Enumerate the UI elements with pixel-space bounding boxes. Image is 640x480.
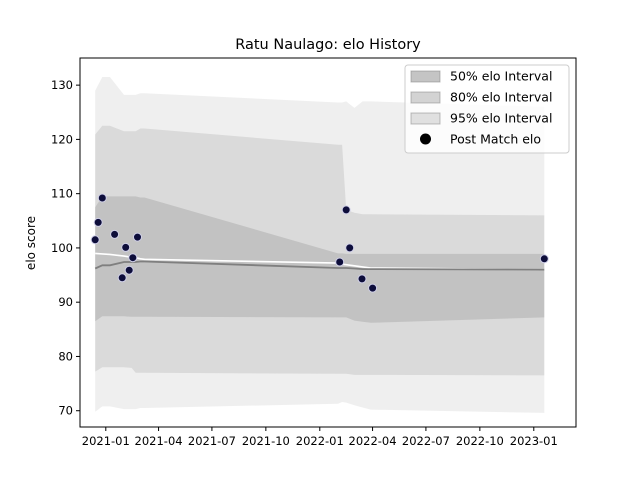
post-match-points xyxy=(90,193,549,293)
post-match-point xyxy=(341,205,351,215)
legend-swatch-band xyxy=(410,112,441,125)
post-match-point xyxy=(93,217,103,227)
x-axis: 2021-01 2021-04 2021-07 2021-10 2022-01 2022-… xyxy=(82,427,558,448)
x-tick-label: 2022-07 xyxy=(402,434,450,448)
mean-lines xyxy=(94,252,545,271)
x-tick-label: 2021-07 xyxy=(188,434,236,448)
mean-elo-line xyxy=(94,260,545,271)
band-50 xyxy=(95,196,545,323)
post-match-point xyxy=(121,242,131,252)
y-axis-label: elo score xyxy=(24,216,38,270)
post-match-point xyxy=(124,265,134,275)
x-tick-label: 2022-04 xyxy=(349,434,397,448)
post-match-point xyxy=(345,243,355,253)
legend-swatch-marker xyxy=(420,133,431,145)
upper-mean-line xyxy=(95,252,545,271)
legend-swatch-band xyxy=(410,70,441,83)
x-tick-label: 2022-10 xyxy=(456,434,504,448)
legend-swatch-band xyxy=(410,91,441,104)
legend: 50% elo Interval 80% elo Interval 95% elo … xyxy=(404,64,570,154)
y-axis: 70 80 90 100 110 120 130 xyxy=(51,78,80,418)
y-tick-label: 90 xyxy=(58,295,73,309)
legend-label: 80% elo Interval xyxy=(450,90,552,105)
y-tick-label: 80 xyxy=(58,349,73,363)
chart-title: Ratu Naulago: elo History xyxy=(235,37,421,53)
band-80 xyxy=(95,125,545,376)
post-match-point xyxy=(110,229,120,239)
y-tick-label: 130 xyxy=(51,78,73,92)
y-tick-label: 110 xyxy=(51,187,73,201)
y-tick-label: 70 xyxy=(58,404,73,418)
y-tick-label: 120 xyxy=(51,132,73,146)
post-match-point xyxy=(117,273,127,283)
post-match-point xyxy=(335,257,345,267)
x-tick-label: 2023-01 xyxy=(510,434,558,448)
post-match-point xyxy=(368,283,378,293)
legend-label: 50% elo Interval xyxy=(450,69,552,84)
interval-bands xyxy=(95,77,545,413)
plot-frame xyxy=(79,57,577,428)
x-tick-label: 2021-10 xyxy=(242,434,290,448)
post-match-point xyxy=(90,235,100,245)
x-tick-label: 2021-01 xyxy=(82,434,130,448)
legend-box xyxy=(404,64,570,154)
post-match-point xyxy=(133,232,142,242)
x-tick-label: 2021-04 xyxy=(135,434,183,448)
post-match-point xyxy=(539,254,549,264)
legend-label: 95% elo Interval xyxy=(450,111,552,126)
band-95 xyxy=(95,77,545,413)
legend-label: Post Match elo xyxy=(450,132,541,147)
post-match-point xyxy=(97,193,107,203)
x-tick-label: 2022-01 xyxy=(296,434,344,448)
post-match-point xyxy=(128,253,138,263)
y-tick-label: 100 xyxy=(51,241,73,255)
post-match-point xyxy=(357,274,367,284)
